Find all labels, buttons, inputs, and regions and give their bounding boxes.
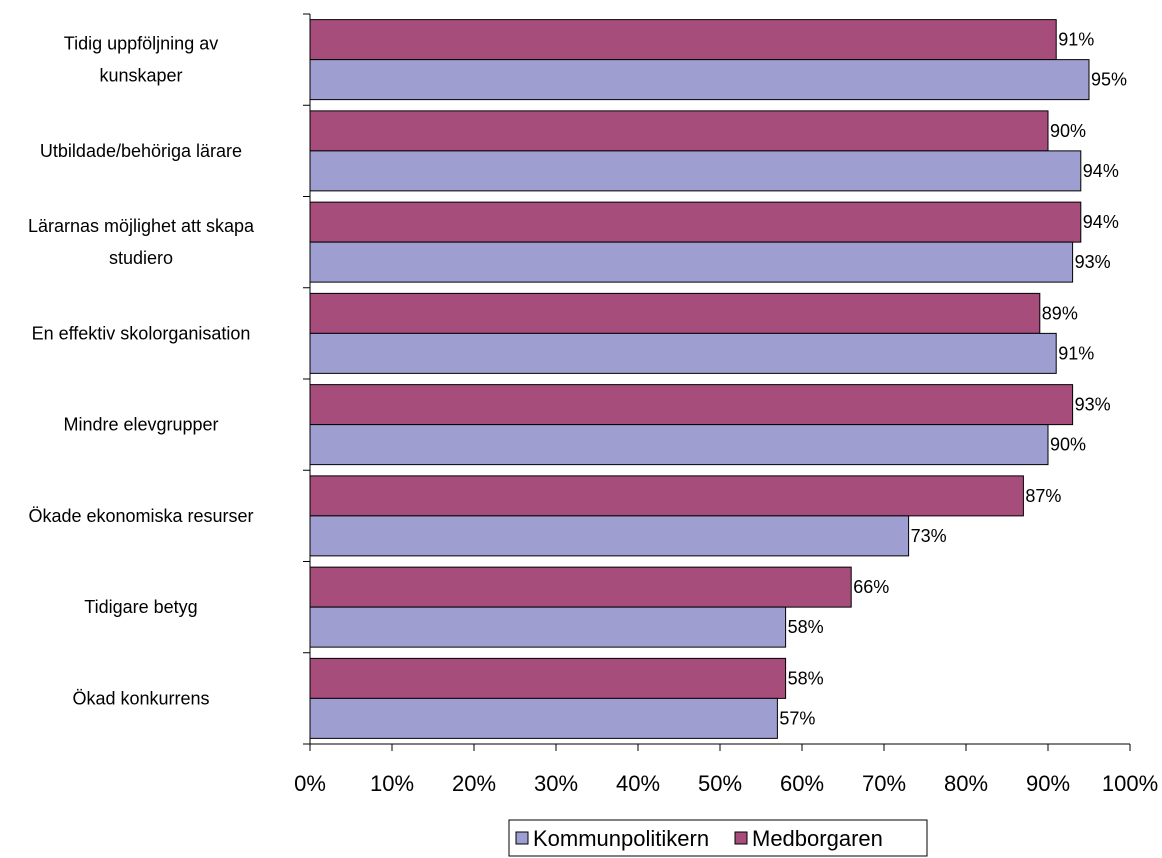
bar-kommunpolitikern [309,697,778,739]
category-label: En effektiv skolorganisation [32,323,251,343]
category-label: Tidigare betyg [84,597,197,617]
bar-kommunpolitikern [309,606,787,648]
data-label: 66% [853,577,889,597]
data-label: 58% [788,617,824,637]
category-label: Ökad konkurrens [72,688,209,708]
x-tick-label: 10% [370,771,414,796]
bar-kommunpolitikern [309,424,1049,466]
category-label: Mindre elevgrupper [63,415,218,435]
legend-swatch [515,831,529,845]
data-label: 95% [1091,70,1127,90]
x-tick-label: 20% [452,771,496,796]
data-label: 90% [1050,435,1086,455]
category-label: Utbildade/behöriga lärare [40,141,242,161]
data-label: 93% [1075,395,1111,415]
data-label: 87% [1025,486,1061,506]
category-label: Lärarnas möjlighet att skapa studiero [28,216,255,268]
bar-kommunpolitikern [309,59,1090,101]
bar-medborgaren [309,384,1074,426]
bar-medborgaren [309,19,1057,61]
x-tick-label: 70% [862,771,906,796]
bar-medborgaren [309,657,787,699]
bar-kommunpolitikern [309,515,910,557]
category-label: Ökade ekonomiska resurser [28,506,253,526]
data-label: 90% [1050,121,1086,141]
legend-swatch [734,831,748,845]
x-tick-label: 60% [780,771,824,796]
data-label: 58% [788,668,824,688]
bar-kommunpolitikern [309,332,1057,374]
x-tick-label: 40% [616,771,660,796]
data-label: 57% [779,708,815,728]
legend: Kommunpolitikern Medborgaren [508,819,928,857]
data-label: 91% [1058,343,1094,363]
legend-box [508,819,928,857]
bar-kommunpolitikern [309,241,1074,283]
plot-area: 0% 10% 20% 30% 40% 50% 60% 70% 80% 90% 100% 91% 95% T… [28,13,1158,796]
x-tick-label: 50% [698,771,742,796]
data-label: 73% [911,526,947,546]
bar-medborgaren [309,566,852,608]
data-label: 93% [1075,252,1111,272]
legend-label: Kommunpolitikern [533,826,709,851]
data-label: 94% [1083,212,1119,232]
x-tick-label: 0% [294,771,326,796]
data-label: 94% [1083,161,1119,181]
bar-medborgaren [309,292,1041,334]
bar-kommunpolitikern [309,150,1082,192]
x-tick-label: 100% [1102,771,1158,796]
category-label: Tidig uppföljning av kunskaper [64,34,218,86]
data-label: 91% [1058,30,1094,50]
data-label: 89% [1042,303,1078,323]
x-tick-label: 30% [534,771,578,796]
bar-medborgaren [309,201,1082,243]
bar-medborgaren [309,110,1049,152]
x-tick-label: 80% [944,771,988,796]
bar-medborgaren [309,475,1024,517]
legend-label: Medborgaren [752,826,883,851]
x-tick-label: 90% [1026,771,1070,796]
